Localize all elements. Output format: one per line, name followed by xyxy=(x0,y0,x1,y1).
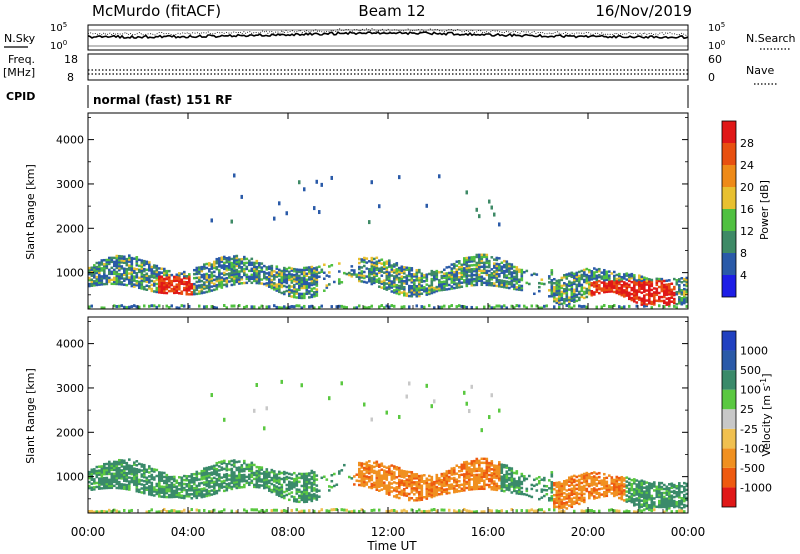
range-tick-label: 1000 xyxy=(56,471,84,484)
range-tick-label: 2000 xyxy=(56,426,84,439)
colorbar-tick-label: -100 xyxy=(740,442,765,455)
colorbar-tick-label: 20 xyxy=(740,181,754,194)
colorbar-swatch xyxy=(722,275,736,297)
time-tick-label: 16:00 xyxy=(471,525,506,539)
time-tick-label: 00:00 xyxy=(71,525,106,539)
cpid-panel: CPID normal (fast) 151 RF xyxy=(6,85,689,108)
range-tick-label: 2000 xyxy=(56,222,84,235)
colorbar-swatch xyxy=(722,209,736,231)
power-colorbar: 4 8 12 16 20 24 28 xyxy=(721,120,754,298)
station-title: McMurdo (fitACF) xyxy=(92,2,221,20)
colorbar-tick-label: -500 xyxy=(740,462,765,475)
colorbar-tick-label: 8 xyxy=(740,247,747,260)
colorbar-swatch xyxy=(722,448,736,468)
range-tick-label: 4000 xyxy=(56,338,84,351)
power-scatter xyxy=(88,173,689,310)
velocity-colorbar: -1000 -500 -100 -25 25 100 500 1000 xyxy=(721,330,772,508)
velocity-ylabel: Slant Range [km] xyxy=(24,368,37,464)
freq-tick-top: 18 xyxy=(64,53,78,66)
time-tick-label: 12:00 xyxy=(371,525,406,539)
nave-tick-bottom: 0 xyxy=(708,71,715,84)
colorbar-swatch xyxy=(722,370,736,390)
power-colorbar-label: Power [dB] xyxy=(758,180,771,240)
n-search-label: N.Search xyxy=(746,32,796,45)
colorbar-tick-label: 28 xyxy=(740,137,754,150)
nave-label: Nave xyxy=(746,64,774,77)
colorbar-tick-label: 12 xyxy=(740,225,754,238)
colorbar-swatch xyxy=(722,467,736,488)
cpid-text: normal (fast) 151 RF xyxy=(93,93,233,107)
velocity-scatter xyxy=(88,379,689,514)
colorbar-tick-label: 100 xyxy=(740,384,761,397)
noise-tick-top-left: 105 xyxy=(50,21,67,34)
n-search-trace xyxy=(87,28,689,36)
colorbar-swatch xyxy=(722,165,736,187)
velocity-y-axis: 1000 2000 3000 4000 xyxy=(56,321,688,500)
range-tick-label: 1000 xyxy=(56,267,84,280)
colorbar-tick-label: -1000 xyxy=(740,481,772,494)
colorbar-swatch xyxy=(722,187,736,209)
n-sky-trace xyxy=(87,31,689,40)
colorbar-swatch xyxy=(722,487,736,507)
colorbar-swatch xyxy=(722,231,736,253)
colorbar-tick-label: 500 xyxy=(740,364,761,377)
time-tick-label: 04:00 xyxy=(171,525,206,539)
power-panel: 1000 2000 3000 4000 Slant Range [km] xyxy=(24,112,689,310)
noise-tick-bottom-left: 100 xyxy=(50,39,67,52)
colorbar-swatch xyxy=(722,409,736,429)
velocity-colorbar-label: Velocity [m s-1] xyxy=(759,373,773,456)
cpid-label: CPID xyxy=(6,90,35,103)
date-title: 16/Nov/2019 xyxy=(595,2,692,20)
noise-tick-bottom-right: 100 xyxy=(708,39,725,52)
colorbar-swatch xyxy=(722,253,736,275)
power-y-axis: 1000 2000 3000 4000 xyxy=(56,117,688,296)
colorbar-tick-label: 16 xyxy=(740,203,754,216)
colorbar-swatch xyxy=(722,121,736,143)
range-tick-label: 3000 xyxy=(56,178,84,191)
noise-panel: N.Sky 105 100 105 100 N.Search xyxy=(4,21,796,52)
colorbar-swatch xyxy=(722,331,736,351)
colorbar-swatch xyxy=(722,389,736,410)
time-tick-label: 08:00 xyxy=(271,525,306,539)
beam-title: Beam 12 xyxy=(358,2,425,20)
range-tick-label: 4000 xyxy=(56,134,84,147)
time-tick-label: 00:00 xyxy=(671,525,706,539)
noise-traces xyxy=(87,28,689,40)
colorbar-tick-label: 25 xyxy=(740,403,754,416)
time-axis-label: Time UT xyxy=(366,539,417,553)
power-ylabel: Slant Range [km] xyxy=(24,164,37,260)
colorbar-tick-label: -25 xyxy=(740,423,758,436)
n-sky-label: N.Sky xyxy=(4,32,36,45)
range-tick-label: 3000 xyxy=(56,382,84,395)
noise-tick-top-right: 105 xyxy=(708,21,725,34)
nave-tick-top: 60 xyxy=(708,53,722,66)
freq-panel: Freq. [MHz] 18 8 60 0 Nave xyxy=(3,53,778,85)
colorbar-swatch xyxy=(722,428,736,449)
colorbar-swatch xyxy=(722,143,736,165)
colorbar-tick-label: 4 xyxy=(740,269,747,282)
colorbar-tick-label: 1000 xyxy=(740,345,768,358)
velocity-panel: 1000 2000 3000 4000 Slant Range [km] xyxy=(24,316,689,514)
freq-tick-bottom: 8 xyxy=(67,71,74,84)
freq-label-2: [MHz] xyxy=(3,66,35,79)
freq-label-1: Freq. xyxy=(8,53,35,66)
colorbar-tick-label: 24 xyxy=(740,159,754,172)
colorbar-swatch xyxy=(722,350,736,371)
time-axis: 00:00 04:00 08:00 12:00 16:00 20:00 00:00 xyxy=(71,113,706,539)
time-tick-label: 20:00 xyxy=(571,525,606,539)
